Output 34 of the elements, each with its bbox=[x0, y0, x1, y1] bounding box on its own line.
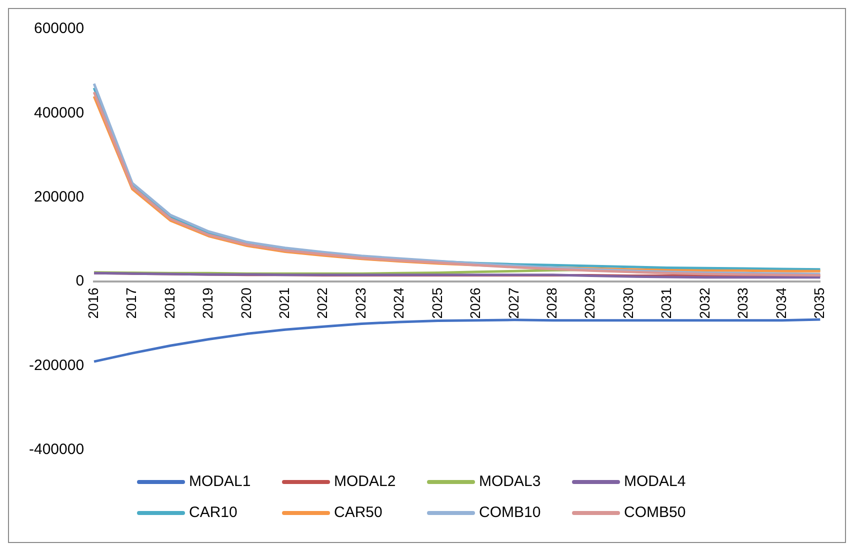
x-tick-label: 2034 bbox=[772, 287, 789, 319]
y-tick-label: 400000 bbox=[34, 104, 84, 122]
x-tick-label: 2030 bbox=[620, 287, 636, 319]
x-tick-label: 2026 bbox=[467, 287, 484, 319]
legend-label: COMB50 bbox=[624, 504, 686, 521]
legend-label: CAR50 bbox=[334, 504, 382, 521]
x-tick-label: 2016 bbox=[84, 287, 101, 319]
x-tick-label: 2024 bbox=[390, 287, 407, 319]
legend-label: MODAL1 bbox=[189, 473, 251, 490]
x-tick-label: 2017 bbox=[123, 287, 140, 319]
legend-label: MODAL2 bbox=[334, 473, 396, 490]
y-tick-label: -400000 bbox=[28, 441, 84, 458]
y-tick-label: 200000 bbox=[34, 188, 84, 206]
x-tick-label: 2019 bbox=[200, 287, 216, 319]
x-tick-label: 2020 bbox=[238, 287, 254, 319]
x-tick-label: 2035 bbox=[811, 287, 828, 319]
x-tick-label: 2018 bbox=[161, 287, 178, 319]
x-tick-label: 2025 bbox=[428, 287, 445, 319]
legend-label: COMB10 bbox=[479, 504, 541, 521]
x-tick-label: 2032 bbox=[696, 287, 712, 319]
x-tick-label: 2023 bbox=[352, 287, 368, 319]
y-tick-label: -200000 bbox=[28, 356, 84, 374]
x-tick-label: 2033 bbox=[734, 287, 751, 319]
y-tick-label: 0 bbox=[76, 272, 84, 290]
x-tick-label: 2022 bbox=[314, 287, 330, 319]
x-tick-label: 2028 bbox=[544, 287, 560, 319]
legend-label: CAR10 bbox=[189, 504, 238, 521]
legend-label: MODAL3 bbox=[479, 473, 541, 490]
x-tick-label: 2029 bbox=[582, 287, 598, 319]
x-tick-label: 2031 bbox=[658, 287, 674, 319]
y-tick-label: 600000 bbox=[34, 20, 84, 38]
legend-label: MODAL4 bbox=[624, 473, 686, 490]
x-tick-label: 2021 bbox=[276, 287, 292, 319]
x-tick-label: 2027 bbox=[505, 287, 522, 319]
